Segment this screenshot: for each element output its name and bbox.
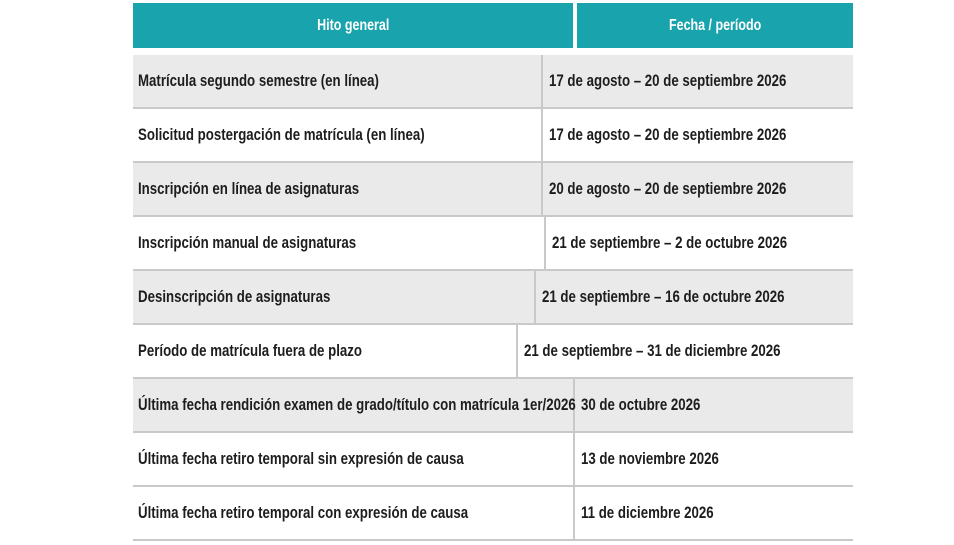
cell-fecha: 21 de septiembre – 31 de diciembre 2026 — [516, 325, 853, 377]
hito-text: Período de matrícula fuera de plazo — [138, 341, 363, 360]
fecha-text: 21 de septiembre – 31 de diciembre 2026 — [524, 341, 781, 360]
cell-fecha: 21 de septiembre – 2 de octubre 2026 — [543, 217, 853, 269]
table-row: Última fecha rendición examen de grado/t… — [133, 379, 853, 433]
fecha-text: 30 de octubre 2026 — [581, 395, 701, 414]
table-row: Última fecha retiro temporal con expresi… — [133, 487, 853, 541]
cell-hito: Solicitud postergación de matrícula (en … — [133, 109, 541, 161]
hito-text: Última fecha rendición examen de grado/t… — [138, 395, 576, 414]
column-header-fecha-label: Fecha / período — [668, 16, 762, 34]
cell-fecha: 13 de noviembre 2026 — [573, 433, 853, 485]
cell-fecha: 21 de septiembre – 16 de octubre 2026 — [534, 271, 853, 323]
fecha-text: 17 de agosto – 20 de septiembre 2026 — [548, 71, 787, 90]
table-row: Matrícula segundo semestre (en línea) 17… — [133, 55, 853, 109]
table-row: Inscripción manual de asignaturas 21 de … — [133, 217, 853, 271]
cell-hito: Inscripción manual de asignaturas — [133, 217, 544, 269]
cell-hito: Matrícula segundo semestre (en línea) — [133, 55, 541, 107]
cell-fecha: 17 de agosto – 20 de septiembre 2026 — [540, 55, 853, 107]
hito-text: Solicitud postergación de matrícula (en … — [138, 125, 425, 144]
column-header-hito: Hito general — [133, 3, 573, 48]
table-row: Inscripción en línea de asignaturas 20 d… — [133, 163, 853, 217]
cell-fecha: 30 de octubre 2026 — [573, 379, 853, 431]
column-header-fecha: Fecha / período — [577, 3, 853, 48]
table-header: Hito general Fecha / período — [133, 3, 853, 48]
hito-text: Última fecha retiro temporal con expresi… — [138, 503, 469, 522]
hito-text: Inscripción en línea de asignaturas — [138, 179, 360, 198]
hito-text: Última fecha retiro temporal sin expresi… — [138, 449, 464, 468]
academic-calendar-table: Hito general Fecha / período Matrícula s… — [133, 3, 853, 541]
cell-hito: Inscripción en línea de asignaturas — [133, 163, 541, 215]
table-row: Desinscripción de asignaturas 21 de sept… — [133, 271, 853, 325]
fecha-text: 17 de agosto – 20 de septiembre 2026 — [548, 125, 787, 144]
cell-hito: Última fecha retiro temporal sin expresi… — [133, 433, 573, 485]
fecha-text: 21 de septiembre – 2 de octubre 2026 — [551, 233, 787, 252]
cell-hito: Desinscripción de asignaturas — [133, 271, 534, 323]
cell-hito: Última fecha rendición examen de grado/t… — [133, 379, 576, 431]
table-row: Período de matrícula fuera de plazo 21 d… — [133, 325, 853, 379]
cell-hito: Período de matrícula fuera de plazo — [133, 325, 516, 377]
cell-fecha: 11 de diciembre 2026 — [573, 487, 853, 539]
hito-text: Desinscripción de asignaturas — [138, 287, 331, 306]
table-row: Solicitud postergación de matrícula (en … — [133, 109, 853, 163]
fecha-text: 20 de agosto – 20 de septiembre 2026 — [548, 179, 787, 198]
hito-text: Matrícula segundo semestre (en línea) — [138, 71, 379, 90]
cell-hito: Última fecha retiro temporal con expresi… — [133, 487, 573, 539]
fecha-text: 13 de noviembre 2026 — [581, 449, 719, 468]
hito-text: Inscripción manual de asignaturas — [138, 233, 357, 252]
cell-fecha: 17 de agosto – 20 de septiembre 2026 — [540, 109, 853, 161]
fecha-text: 11 de diciembre 2026 — [581, 503, 714, 522]
table-row: Última fecha retiro temporal sin expresi… — [133, 433, 853, 487]
fecha-text: 21 de septiembre – 16 de octubre 2026 — [542, 287, 785, 306]
cell-fecha: 20 de agosto – 20 de septiembre 2026 — [540, 163, 853, 215]
column-header-hito-label: Hito general — [316, 16, 390, 34]
